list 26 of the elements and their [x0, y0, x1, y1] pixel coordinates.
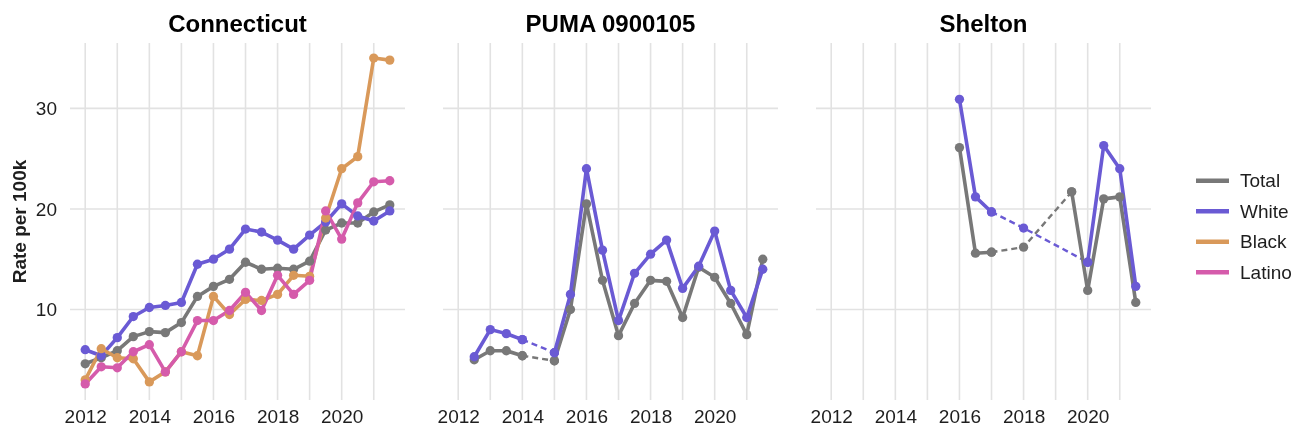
y-tick-label: 10: [35, 299, 57, 321]
x-tick-label: 2018: [256, 406, 300, 428]
x-tick-label: 2014: [874, 406, 918, 428]
x-tick-label: 2018: [1002, 406, 1046, 428]
x-tick-label: 2016: [565, 406, 609, 428]
chart-title: Shelton: [939, 10, 1028, 37]
legend-label: Latino: [1240, 261, 1292, 283]
x-tick-label: 2014: [128, 406, 172, 428]
x-tick-label: 2018: [629, 406, 673, 428]
x-tick-label: 2020: [321, 406, 364, 428]
y-tick-label: 30: [35, 97, 57, 119]
y-axis-title: Rate per 100k: [9, 159, 30, 284]
legend-label: Black: [1240, 231, 1287, 253]
chart-title: PUMA 0900105: [525, 10, 696, 37]
x-tick-label: 2012: [810, 406, 853, 428]
x-tick-label: 2016: [192, 406, 236, 428]
x-tick-label: 2016: [938, 406, 982, 428]
x-tick-label: 2020: [1067, 406, 1110, 428]
y-tick-label: 20: [35, 198, 57, 220]
x-tick-label: 2020: [694, 406, 737, 428]
x-tick-label: 2014: [501, 406, 545, 428]
x-tick-label: 2012: [437, 406, 480, 428]
x-tick-label: 2012: [64, 406, 107, 428]
legend-label: White: [1240, 200, 1289, 222]
legend-label: Total: [1240, 170, 1281, 192]
chart-title: Connecticut: [168, 10, 307, 37]
